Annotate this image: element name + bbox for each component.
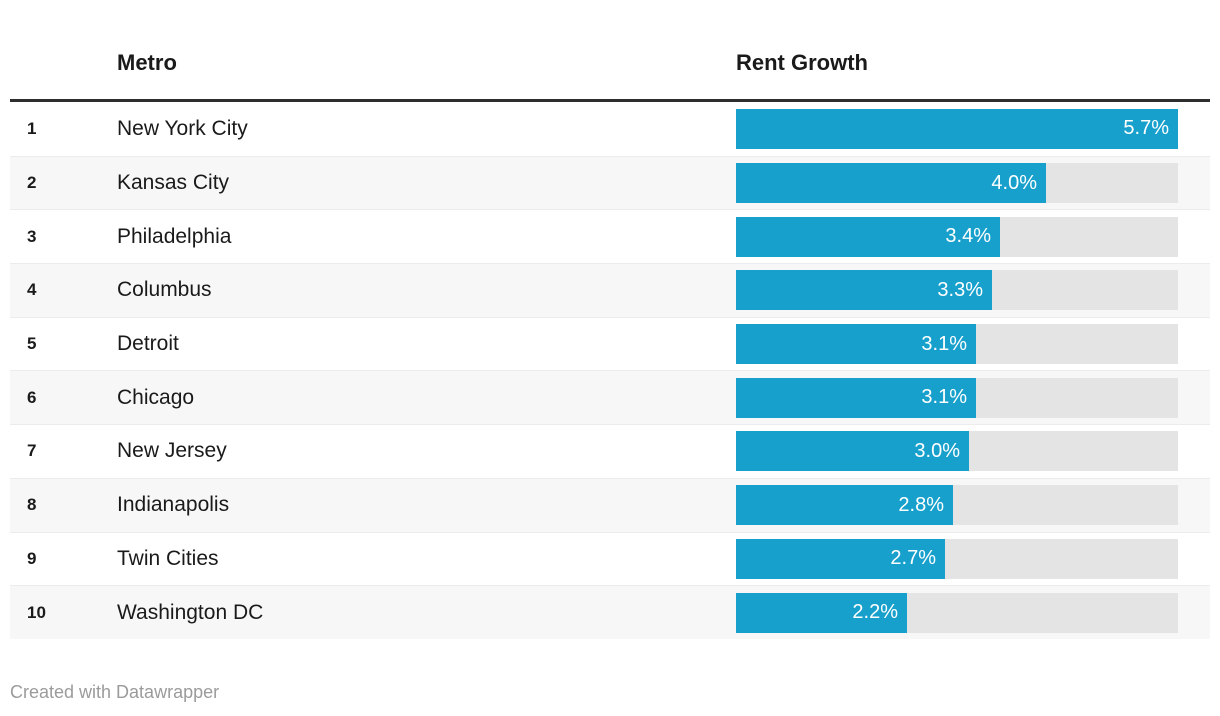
table-row: 6 Chicago 3.1%	[10, 370, 1210, 425]
table-body: 1 New York City 5.7% 2 Kansas City 4.0% …	[10, 102, 1210, 639]
rank-cell: 7	[27, 441, 37, 461]
metro-cell: Chicago	[117, 385, 195, 409]
metro-cell: Twin Cities	[117, 546, 219, 570]
bar-fill: 2.8%	[736, 485, 953, 526]
table-row: 2 Kansas City 4.0%	[10, 155, 1210, 210]
bar-fill: 3.1%	[736, 324, 976, 365]
header-rule	[10, 99, 1210, 102]
table-row: 1 New York City 5.7%	[10, 102, 1210, 156]
rank-cell: 4	[27, 280, 37, 300]
bar-value-label: 3.1%	[921, 386, 967, 409]
bar-value-label: 3.4%	[945, 225, 991, 248]
bar-fill: 3.1%	[736, 377, 976, 418]
rank-cell: 2	[27, 173, 37, 193]
table-row: 5 Detroit 3.1%	[10, 316, 1210, 371]
metro-cell: Kansas City	[117, 171, 230, 195]
column-header-rank	[10, 49, 117, 77]
bar-cell: 4.0%	[736, 163, 1210, 204]
bar-cell: 2.8%	[736, 485, 1210, 526]
bar-track: 3.3%	[736, 270, 1178, 311]
table-row: 3 Philadelphia 3.4%	[10, 209, 1210, 264]
bar-fill: 5.7%	[736, 108, 1178, 149]
bar-cell: 3.1%	[736, 324, 1210, 365]
table-row: 10 Washington DC 2.2%	[10, 585, 1210, 639]
bar-track: 2.8%	[736, 485, 1178, 526]
bar-cell: 3.0%	[736, 431, 1210, 472]
bar-track: 2.7%	[736, 538, 1178, 579]
bar-track: 3.1%	[736, 324, 1178, 365]
bar-cell: 2.2%	[736, 592, 1210, 633]
metro-cell: Indianapolis	[117, 493, 230, 517]
table-row: 8 Indianapolis 2.8%	[10, 477, 1210, 532]
bar-cell: 2.7%	[736, 538, 1210, 579]
metro-cell: New Jersey	[117, 439, 227, 463]
rent-growth-table: Metro Rent Growth 1 New York City 5.7% 2…	[10, 0, 1210, 639]
bar-cell: 3.1%	[736, 377, 1210, 418]
metro-cell: Columbus	[117, 278, 212, 302]
bar-track: 5.7%	[736, 108, 1178, 149]
metro-cell: New York City	[117, 116, 248, 140]
metro-cell: Philadelphia	[117, 224, 232, 248]
rank-cell: 5	[27, 334, 37, 354]
bar-fill: 4.0%	[736, 163, 1046, 204]
bar-cell: 3.3%	[736, 270, 1210, 311]
table-header: Metro Rent Growth	[10, 0, 1210, 99]
bar-value-label: 3.0%	[914, 439, 960, 462]
bar-cell: 3.4%	[736, 216, 1210, 257]
bar-value-label: 3.1%	[921, 332, 967, 355]
bar-fill: 3.4%	[736, 216, 1000, 257]
bar-track: 4.0%	[736, 163, 1178, 204]
rank-cell: 10	[27, 602, 46, 622]
table-row: 4 Columbus 3.3%	[10, 263, 1210, 317]
bar-track: 2.2%	[736, 592, 1178, 633]
table-row: 7 New Jersey 3.0%	[10, 424, 1210, 478]
rank-cell: 3	[27, 226, 37, 246]
bar-value-label: 3.3%	[937, 278, 983, 301]
bar-fill: 3.3%	[736, 270, 992, 311]
bar-fill: 2.7%	[736, 538, 945, 579]
column-header-metro: Metro	[117, 50, 177, 75]
bar-value-label: 2.8%	[898, 493, 944, 516]
rank-cell: 8	[27, 495, 37, 515]
metro-cell: Washington DC	[117, 600, 264, 624]
rank-cell: 9	[27, 548, 37, 568]
table-row: 9 Twin Cities 2.7%	[10, 531, 1210, 586]
bar-cell: 5.7%	[736, 108, 1210, 149]
bar-fill: 3.0%	[736, 431, 969, 472]
bar-value-label: 2.7%	[890, 547, 936, 570]
bar-value-label: 5.7%	[1123, 117, 1169, 140]
footer-attribution: Created with Datawrapper	[10, 681, 220, 702]
bar-value-label: 2.2%	[852, 601, 898, 624]
bar-track: 3.0%	[736, 431, 1178, 472]
bar-value-label: 4.0%	[991, 171, 1037, 194]
bar-fill: 2.2%	[736, 592, 907, 633]
bar-track: 3.4%	[736, 216, 1178, 257]
bar-track: 3.1%	[736, 377, 1178, 418]
rank-cell: 6	[27, 387, 37, 407]
metro-cell: Detroit	[117, 332, 179, 356]
column-header-rent-growth: Rent Growth	[736, 50, 868, 75]
rank-cell: 1	[27, 118, 37, 138]
